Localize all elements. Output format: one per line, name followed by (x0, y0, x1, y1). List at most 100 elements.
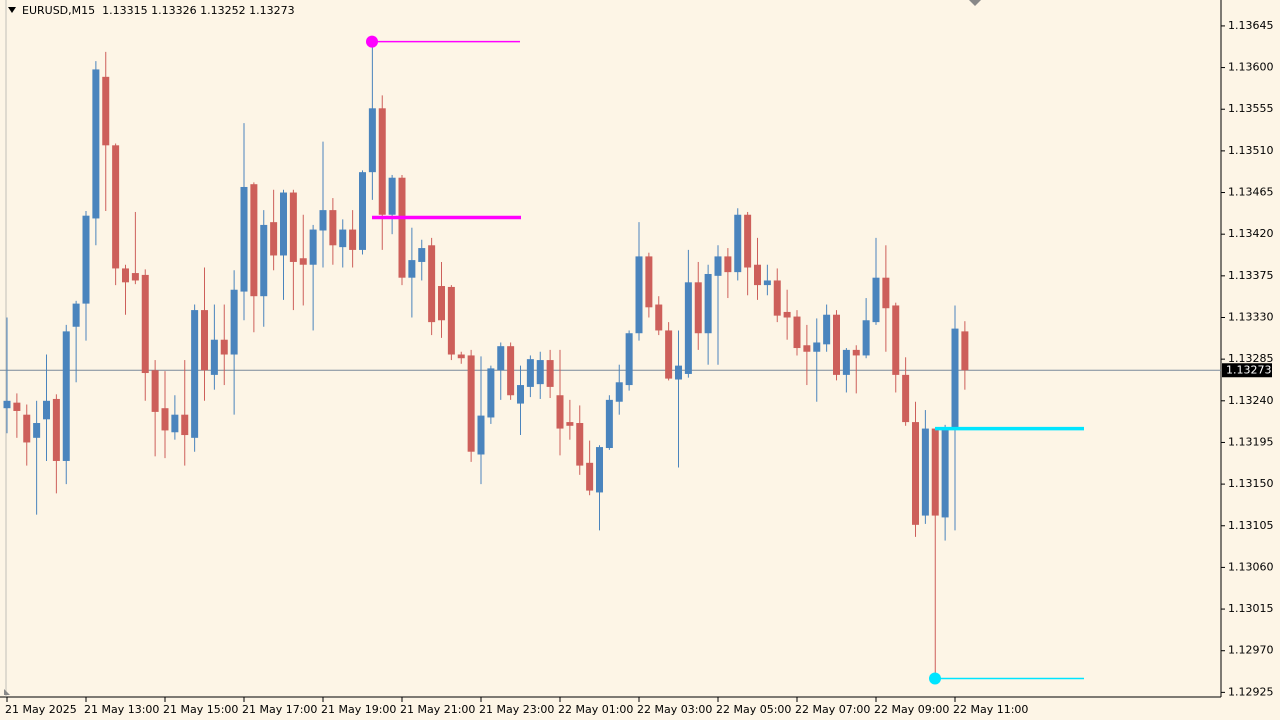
candle-body (615, 382, 623, 402)
candle-body (368, 108, 376, 173)
x-tick-label: 22 May 07:00 (795, 703, 870, 716)
candle-body (645, 256, 653, 308)
y-tick-label: 1.13240 (1228, 394, 1274, 407)
candle-body (438, 286, 445, 321)
candle-body (586, 462, 594, 491)
candle-body (635, 256, 643, 334)
candle-body (951, 328, 959, 429)
candle-body (102, 76, 110, 146)
y-tick-label: 1.13420 (1228, 227, 1274, 240)
candle-body (803, 345, 811, 352)
current-price-label: 1.13273 (1226, 363, 1272, 376)
y-tick-label: 1.13465 (1228, 186, 1274, 199)
x-tick-label: 22 May 01:00 (558, 703, 633, 716)
x-tick-label: 22 May 03:00 (637, 703, 712, 716)
candle-body (398, 177, 406, 278)
y-tick-label: 1.13150 (1228, 477, 1274, 490)
x-tick-label: 21 May 13:00 (84, 703, 159, 716)
y-tick-label: 1.13510 (1228, 144, 1274, 157)
y-tick-label: 1.13600 (1228, 61, 1274, 74)
candle-body (921, 428, 929, 516)
candle-body (566, 422, 574, 426)
y-tick-label: 1.13330 (1228, 310, 1274, 323)
candle-body (457, 354, 465, 359)
candle-body (428, 245, 436, 323)
candle-body (684, 282, 692, 374)
y-tick-label: 1.13195 (1228, 435, 1274, 448)
candle-body (754, 264, 761, 286)
candle-body (230, 289, 238, 355)
menu-arrow[interactable] (8, 7, 16, 13)
candle-body (112, 145, 120, 269)
candle-body (546, 360, 554, 387)
candle-body (122, 268, 129, 283)
candle-body (92, 69, 100, 219)
y-tick-label: 1.13285 (1228, 352, 1274, 365)
candle-body (793, 316, 801, 349)
candle-body (43, 400, 50, 420)
candle-body (487, 368, 495, 418)
candle-body (418, 248, 426, 262)
candle-body (526, 359, 534, 387)
current-price-box (1222, 363, 1272, 378)
candle-body (309, 229, 317, 265)
candle-body (131, 273, 139, 281)
x-tick-label: 21 May 17:00 (242, 703, 317, 716)
candle-body (556, 395, 564, 429)
candle-body (240, 186, 248, 292)
candle-body (289, 192, 297, 262)
candle-body (161, 408, 169, 431)
candle-body (536, 360, 544, 385)
candle-body (596, 447, 603, 493)
candle-body (52, 398, 60, 461)
y-tick-label: 1.13060 (1228, 560, 1274, 573)
candle-body (842, 349, 850, 375)
candle-body (151, 370, 159, 412)
candle-body (72, 303, 80, 327)
candle-body (931, 428, 939, 516)
candle-body (665, 330, 673, 379)
candle-body (694, 282, 702, 334)
candle-body (339, 229, 347, 248)
candle-body (882, 277, 890, 309)
candle-body (517, 385, 524, 404)
x-tick-label: 22 May 11:00 (953, 703, 1028, 716)
candle-body (497, 346, 505, 371)
candle-body (961, 331, 969, 371)
candle-body (605, 399, 613, 449)
candle-body (655, 304, 663, 331)
x-tick-label: 22 May 05:00 (716, 703, 791, 716)
candle-body (467, 355, 475, 452)
candle-body (201, 310, 208, 371)
candle-body (270, 222, 278, 256)
candle-body (260, 224, 268, 297)
candle-body (82, 215, 90, 304)
candle-body (912, 422, 919, 525)
y-tick-label: 1.13105 (1228, 519, 1274, 532)
corner-marker (4, 689, 10, 695)
candle-body (141, 274, 149, 374)
x-tick-label: 21 May 15:00 (163, 703, 238, 716)
candle-body (576, 423, 584, 466)
y-tick-label: 1.12925 (1228, 685, 1274, 698)
candle-body (477, 415, 485, 455)
candle-body (625, 333, 633, 386)
candle-body (299, 258, 307, 265)
candle-body (872, 277, 880, 323)
candle-body (783, 311, 791, 318)
candle-body (191, 310, 199, 438)
candle-body (823, 314, 831, 345)
x-tick-label: 21 May 19:00 (321, 703, 396, 716)
chart-title: EURUSD,M15 1.13315 1.13326 1.13252 1.132… (22, 4, 295, 17)
y-tick-label: 1.13375 (1228, 269, 1274, 282)
candle-body (220, 339, 228, 355)
candle-body (378, 108, 386, 215)
candle-body (210, 339, 218, 375)
y-tick-label: 1.13015 (1228, 602, 1274, 615)
candle-body (744, 214, 752, 268)
candle-body (319, 210, 327, 231)
candle-body (62, 331, 70, 461)
candle-body (941, 428, 949, 518)
